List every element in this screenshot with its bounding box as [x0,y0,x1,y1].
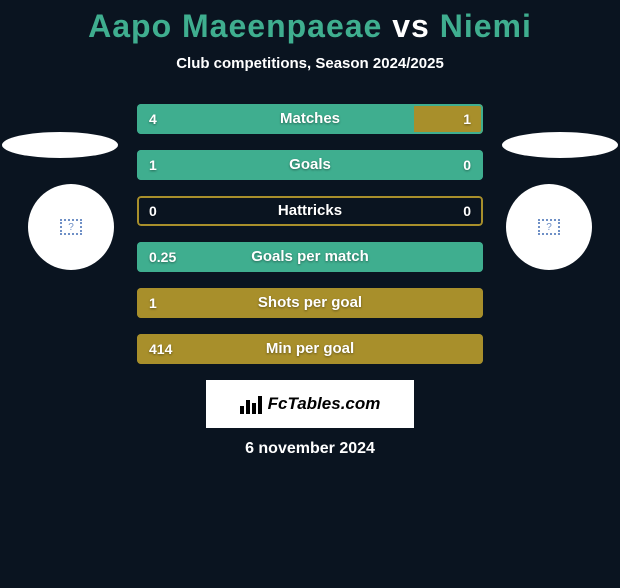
player2-flag-oval [502,132,618,158]
stat-row: Matches4 1 [137,104,483,134]
placeholder-icon: ? [538,219,560,235]
bars-icon [240,394,262,414]
stat-row: Hattricks0 0 [137,196,483,226]
stat-value-left: 0.25 [149,242,176,272]
stat-value-right: 1 [463,104,471,134]
stat-value-left: 4 [149,104,157,134]
stat-label: Min per goal [137,334,483,364]
comparison-title: Aapo Maeenpaeae vs Niemi [0,8,620,45]
date-text: 6 november 2024 [0,440,620,458]
stat-value-left: 1 [149,288,157,318]
player2-name: Niemi [440,8,532,44]
logo-text: FcTables.com [268,394,381,414]
stat-value-right: 0 [463,196,471,226]
stat-value-right: 0 [463,150,471,180]
stat-row: Shots per goal1 [137,288,483,318]
player2-club-badge: ? [506,184,592,270]
stat-label: Shots per goal [137,288,483,318]
stat-row: Goals1 0 [137,150,483,180]
player1-club-badge: ? [28,184,114,270]
stat-label: Matches [137,104,483,134]
stat-label: Hattricks [137,196,483,226]
stat-value-left: 1 [149,150,157,180]
vs-text: vs [392,8,430,44]
player1-name: Aapo Maeenpaeae [88,8,382,44]
placeholder-icon: ? [60,219,82,235]
stat-value-left: 0 [149,196,157,226]
stat-row: Min per goal414 [137,334,483,364]
subtitle: Club competitions, Season 2024/2025 [0,55,620,72]
comparison-bars: Matches41Goals10Hattricks00Goals per mat… [137,104,483,364]
stat-value-left: 414 [149,334,172,364]
stat-label: Goals [137,150,483,180]
stat-row: Goals per match0.25 [137,242,483,272]
fctables-logo: FcTables.com [206,380,414,428]
stat-label: Goals per match [137,242,483,272]
player1-flag-oval [2,132,118,158]
